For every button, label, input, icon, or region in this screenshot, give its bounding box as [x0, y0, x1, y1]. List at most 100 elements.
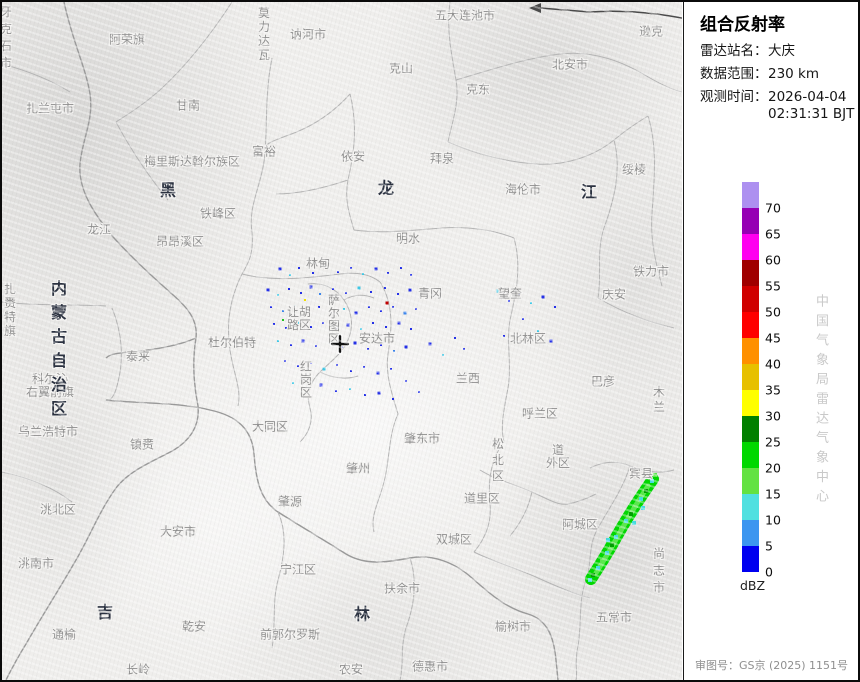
map-label: 大安市 — [159, 524, 197, 539]
map-label: 长岭 — [125, 662, 151, 677]
map-label: 木兰 — [652, 385, 666, 414]
map-label: 逊克 — [638, 24, 664, 39]
map-label: 宾县 — [628, 466, 654, 481]
map-label: 五大连池市 — [434, 8, 496, 23]
product-title: 组合反射率 — [700, 15, 785, 35]
legend-color-block — [742, 364, 759, 390]
map-label: 洮北区 — [39, 502, 77, 517]
obstime-time: 02:31:31 BJT — [768, 106, 855, 122]
map-label: 依安 — [340, 149, 366, 164]
map-label: 阿城区 — [561, 517, 599, 532]
map-label: 克东 — [465, 82, 491, 97]
range-label: 数据范围： — [700, 66, 768, 82]
map-label: 红岗区 — [299, 359, 313, 400]
map-label: 泰来 — [125, 349, 151, 364]
legend-tick: 65 — [765, 226, 781, 242]
legend-unit-label: dBZ — [740, 578, 766, 593]
legend-color-block — [742, 520, 759, 546]
map-label: 扎赉特旗 — [3, 282, 17, 338]
legend-color-bar — [742, 182, 759, 572]
map-label: 呼兰区 — [521, 406, 559, 421]
map-label: 昂昂溪区 — [155, 234, 205, 249]
map-label: 道外区 — [545, 443, 571, 470]
map-label: 乾安 — [181, 619, 207, 634]
legend-tick: 5 — [765, 538, 773, 554]
map-label: 扶余市 — [383, 581, 421, 596]
legend-color-block — [742, 234, 759, 260]
map-label: 农安 — [338, 662, 364, 677]
map-label: 吉 — [96, 602, 114, 622]
map-label: 巴彦 — [590, 374, 616, 389]
legend-tick: 25 — [765, 434, 781, 450]
agency-watermark: 中国气象局雷达气象中心 — [813, 294, 828, 509]
terrain-shade — [472, 392, 682, 680]
map-label: 江 — [580, 182, 598, 202]
map-label: 讷河市 — [289, 27, 327, 42]
map-label: 明水 — [395, 231, 421, 246]
terrain-shade — [2, 2, 292, 402]
legend-color-block — [742, 390, 759, 416]
map-label: 铁峰区 — [199, 206, 237, 221]
map-label: 梅里斯达斡尔族区 — [143, 154, 241, 169]
map-label: 前郭尔罗斯 — [259, 627, 321, 642]
radar-station-marker-layer — [329, 333, 351, 355]
flow-arrowhead — [529, 3, 541, 13]
legend-tick: 10 — [765, 512, 781, 528]
legend-color-block — [742, 338, 759, 364]
map-label: 宁江区 — [279, 562, 317, 577]
legend-tick: 60 — [765, 252, 781, 268]
map-label: 双城区 — [435, 532, 473, 547]
map-label: 北林区 — [509, 331, 547, 346]
map-label: 五常市 — [595, 610, 633, 625]
map-label: 科尔沁 右翼前旗 — [25, 372, 75, 399]
map-label: 海伦市 — [504, 182, 542, 197]
map-label: 乌兰浩特市 — [17, 424, 79, 439]
map-label: 望奎 — [497, 286, 523, 301]
map-label: 大同区 — [251, 419, 289, 434]
map-label: 北安市 — [551, 57, 589, 72]
map-label: 杜尔伯特 — [207, 335, 257, 350]
legend-tick: 30 — [765, 408, 781, 424]
boundary-lines-layer — [2, 2, 682, 680]
map-label: 铁力市 — [632, 264, 670, 279]
terrain-shade — [62, 382, 372, 672]
legend-color-block — [742, 182, 759, 208]
legend-color-block — [742, 546, 759, 572]
map-label: 林甸 — [305, 256, 331, 271]
map-label: 肇东市 — [403, 431, 441, 446]
map-label: 洮南市 — [17, 556, 55, 571]
legend-color-block — [742, 442, 759, 468]
map-label: 克山 — [388, 61, 414, 76]
map-approval-number: 审图号：GS京 (2025) 1151号 — [694, 659, 849, 672]
range-row: 数据范围：230 km — [700, 62, 819, 82]
map-label: 安达市 — [358, 331, 396, 346]
map-label: 龙江 — [86, 222, 112, 237]
terrain-shade — [172, 272, 552, 582]
legend-color-block — [742, 208, 759, 234]
legend-color-block — [742, 494, 759, 520]
map-label: 尚志市 — [652, 546, 666, 595]
terrain-shade — [212, 542, 542, 680]
map-label: 牙克石市 — [2, 4, 12, 72]
info-panel: 组合反射率 雷达站名：大庆 数据范围：230 km 观测时间：2026-04-0… — [685, 2, 858, 680]
station-row: 雷达站名：大庆 — [700, 39, 795, 59]
map-label: 莫力达瓦 — [257, 6, 271, 62]
legend-tick: 55 — [765, 278, 781, 294]
map-label: 道里区 — [463, 491, 501, 506]
legend-tick: 35 — [765, 382, 781, 398]
legend-tick: 50 — [765, 304, 781, 320]
map-label: 德惠市 — [411, 659, 449, 674]
map-label: 庆安 — [601, 287, 627, 302]
reflectivity-legend: 70 65 60 55 50 45 40 35 30 25 20 15 10 5 0 — [742, 182, 852, 580]
map-label: 萨尔图区 — [327, 293, 341, 346]
obstime-label: 观测时间： — [700, 89, 768, 105]
map-label: 阿荣旗 — [108, 32, 146, 47]
map-label: 扎兰屯市 — [25, 101, 75, 116]
obstime-row: 观测时间：2026-04-04 — [700, 85, 846, 105]
legend-tick: 70 — [765, 200, 781, 216]
map-label: 松北区 — [491, 437, 505, 483]
map-label: 内蒙古自治区 — [50, 279, 68, 418]
